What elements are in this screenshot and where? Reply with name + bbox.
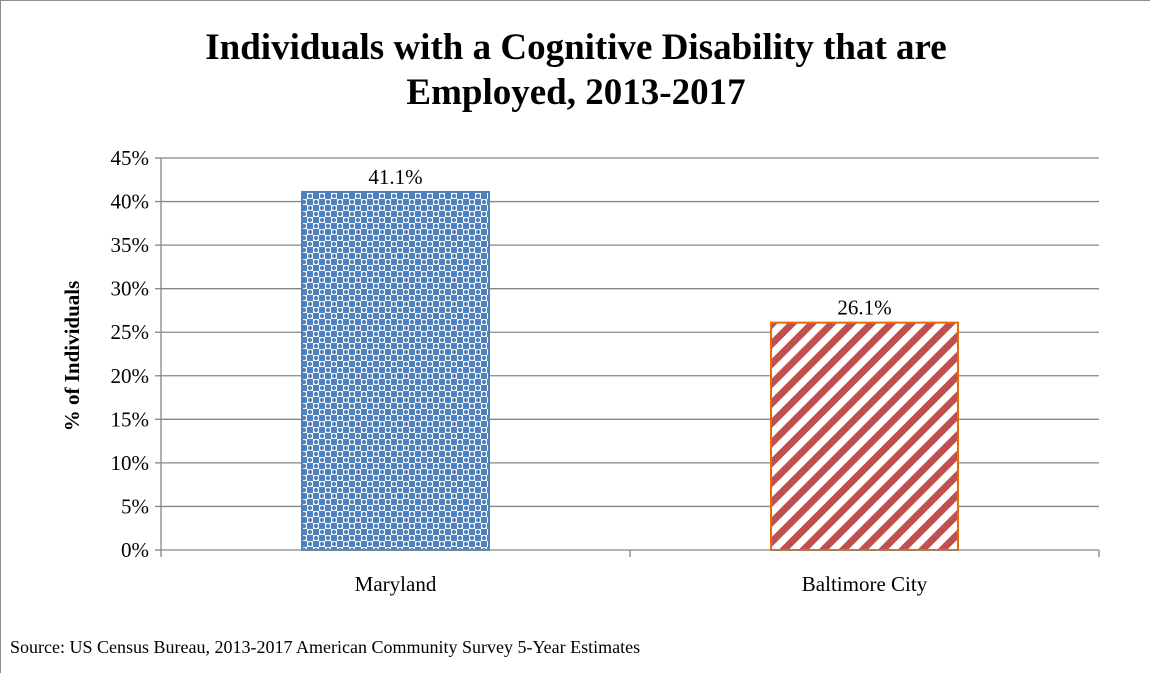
x-axis-categories: Maryland Baltimore City	[355, 572, 928, 596]
chart-title: Individuals with a Cognitive Disability …	[205, 27, 946, 113]
x-category-label: Maryland	[355, 572, 437, 596]
source-note: Source: US Census Bureau, 2013-2017 Amer…	[10, 637, 640, 657]
y-tick-label: 0%	[121, 538, 149, 562]
y-tick-label: 15%	[111, 407, 150, 431]
y-axis-label: % of Individuals	[60, 281, 84, 432]
x-axis	[160, 158, 1100, 557]
y-tick-label: 20%	[111, 364, 150, 388]
bar-maryland	[301, 190, 490, 551]
data-label: 41.1%	[368, 165, 422, 189]
x-category-label: Baltimore City	[802, 572, 928, 596]
chart-title-line-2: Employed, 2013-2017	[406, 72, 745, 113]
y-tick-label: 5%	[121, 494, 149, 518]
y-axis-ticks: 0% 5% 10% 15% 20% 25% 30% 35% 40% 45%	[111, 146, 161, 562]
y-tick-label: 10%	[111, 451, 150, 475]
chart-title-line-1: Individuals with a Cognitive Disability …	[205, 27, 946, 68]
bars	[301, 190, 959, 552]
y-tick-label: 45%	[111, 146, 150, 170]
bar-baltimore-city	[770, 321, 959, 552]
y-tick-label: 25%	[111, 320, 150, 344]
y-tick-label: 30%	[111, 277, 150, 301]
y-tick-label: 40%	[111, 190, 150, 214]
y-tick-label: 35%	[111, 233, 150, 257]
data-labels: 41.1% 26.1%	[368, 165, 891, 320]
data-label: 26.1%	[837, 296, 891, 320]
